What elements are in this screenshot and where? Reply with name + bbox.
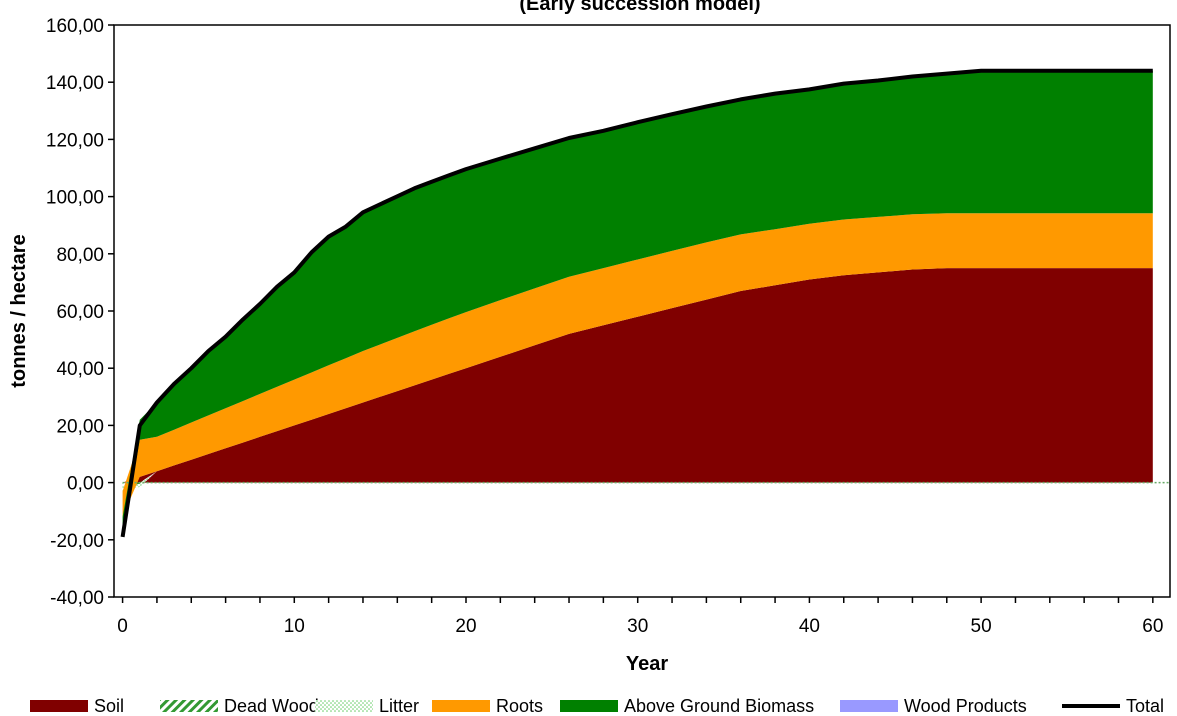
legend-item-above-ground-biomass: Above Ground Biomass [560,696,814,716]
series-line-total [120,68,1153,538]
legend-swatch [160,700,218,712]
area-roots [122,213,1153,517]
y-tick-label: 20,00 [56,416,104,437]
legend-swatch [432,700,490,712]
legend-label: Litter [379,696,419,716]
y-tick-label: 100,00 [46,188,104,209]
legend-label: Soil [94,696,124,716]
total-line-group [120,68,1153,538]
x-tick-label: 10 [284,616,305,637]
legend-item-wood-products: Wood Products [840,696,1027,716]
x-tick-label: 50 [971,616,992,637]
legend: Soil Dead Wood Litter Roots Above Ground Bio… [30,696,1164,716]
legend-swatch [840,700,898,712]
legend-item-roots: Roots [432,696,543,716]
x-tick-label: 0 [117,616,128,637]
legend-item-litter: Litter [315,696,419,716]
legend-label: Dead Wood [224,696,319,716]
y-axis-title: tonnes / hectare [8,234,30,387]
x-axis-title: Year [626,653,668,675]
legend-label: Above Ground Biomass [624,696,814,716]
legend-swatch [30,700,88,712]
chart-title: (Early succession model) [519,0,760,15]
legend-swatch [560,700,618,712]
y-tick-label: -20,00 [50,531,104,552]
y-tick-label: -40,00 [50,588,104,609]
y-tick-label: 140,00 [46,73,104,94]
x-tick-label: 60 [1142,616,1163,637]
x-tick-label: 40 [799,616,820,637]
legend-label: Wood Products [904,696,1027,716]
y-tick-label: 0,00 [67,474,104,495]
legend-swatch [315,700,373,712]
x-tick-label: 30 [627,616,648,637]
x-tick-label: 20 [455,616,476,637]
legend-item-soil: Soil [30,696,124,716]
y-tick-label: 120,00 [46,130,104,151]
x-axis: 0 10 20 30 40 50 60 [117,597,1163,637]
area-above-ground-biomass [122,70,1153,537]
y-tick-label: 60,00 [56,302,104,323]
y-tick-label: 160,00 [46,16,104,37]
legend-label: Roots [496,696,543,716]
area-soil [122,268,1153,483]
legend-item-dead-wood: Dead Wood [160,696,319,716]
y-axis: -40,00 -20,00 0,00 20,00 40,00 60,00 80,00 100,… [46,16,114,609]
legend-item-total: Total [1062,696,1164,716]
y-tick-label: 80,00 [56,245,104,266]
legend-label: Total [1126,696,1164,716]
series-areas [122,70,1153,537]
y-tick-label: 40,00 [56,359,104,380]
